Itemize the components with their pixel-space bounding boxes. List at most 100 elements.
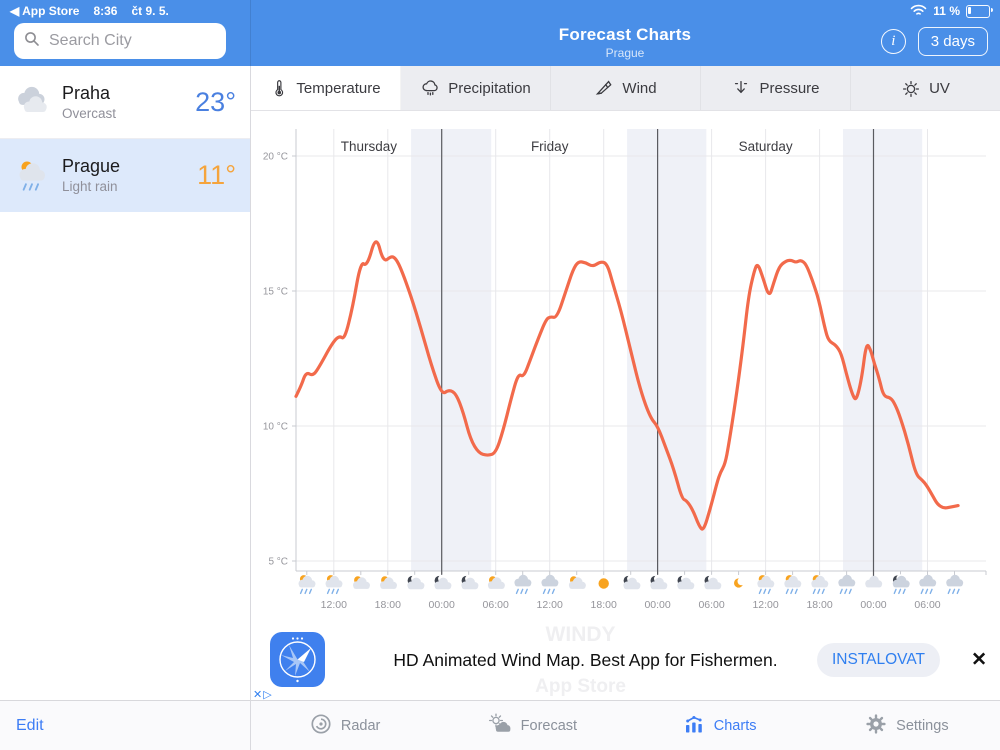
battery-icon [966,4,993,18]
ad-watermark-bottom: App Store [535,676,626,697]
weather-icon-moon-cloud [461,574,479,590]
weather-icon-sun-rain [757,575,775,595]
bottom-toolbar: Edit Radar Forecast Charts Settings [0,700,1000,750]
day-label: Friday [531,139,569,154]
city-list-item-prague[interactable]: Prague Light rain 11° [0,139,250,212]
city-weather-icon [8,83,56,121]
status-bar: ◀ App Store 8:36 čt 9. 5. 11 % [0,0,1000,22]
charts-icon [682,712,706,740]
city-name: Prague [62,156,121,176]
wifi-icon [910,4,927,19]
ad-install-button[interactable]: INSTALOVAT [816,643,940,677]
time-label: 06:00 [914,599,940,611]
weather-icon-moon-cloud [434,574,452,590]
weather-icon-part-sun [568,576,586,589]
nav-settings[interactable]: Settings [813,701,1000,750]
weather-icon-moon-cloud [704,574,722,590]
title-block: Forecast Charts Prague [250,25,1000,60]
y-axis-label: 10 °C [263,422,288,433]
gear-icon [864,712,888,740]
weather-icon-sun [598,578,609,589]
tab-wind[interactable]: Wind [551,66,701,110]
tab-precipitation[interactable]: Precipitation [401,66,551,110]
nav-charts[interactable]: Charts [626,701,813,750]
temperature-chart-svg[interactable]: 20 °C 15 °C 10 °C 5 °C Thursday Friday Saturda… [251,111,1000,620]
day-label: Thursday [341,139,398,154]
night-band [411,129,492,571]
uv-sun-icon [901,78,921,98]
edit-button[interactable]: Edit [16,716,44,734]
y-axis-label: 15 °C [263,287,288,298]
header-divider [250,0,251,66]
weather-icon-part-sun [353,576,370,589]
tab-temperature[interactable]: Temperature [251,66,401,110]
weather-icon-sun-rain [298,575,316,595]
tab-uv[interactable]: UV [851,66,1000,110]
time-label: 06:00 [483,599,509,611]
back-to-app-link[interactable]: ◀ App Store [10,4,80,18]
nav-label: Charts [713,717,757,734]
time-label: 12:00 [537,599,563,611]
time-label: 18:00 [375,599,401,611]
search-city-field[interactable] [47,31,216,51]
time-label: 00:00 [429,599,455,611]
windsock-icon [594,78,614,98]
battery-percent: 11 % [933,4,960,18]
weather-icon-moon-cloud [677,574,695,590]
bottom-nav: Radar Forecast Charts Settings [251,701,1000,750]
day-label: Saturday [739,139,793,154]
nav-label: Radar [340,717,381,734]
weather-icon-moon-cloud [650,574,668,590]
weather-icon-sun-rain [325,575,343,595]
weather-icon-moon-cloud [623,574,641,590]
nav-label: Settings [896,717,949,734]
forecast-chart[interactable]: 20 °C 15 °C 10 °C 5 °C Thursday Friday Saturda… [251,111,1000,620]
ad-close-button[interactable]: ✕ [971,649,987,671]
time-label: 00:00 [860,599,886,611]
nav-radar[interactable]: Radar [251,701,438,750]
search-input[interactable] [14,23,226,59]
tab-pressure[interactable]: Pressure [701,66,851,110]
tab-label: Temperature [296,79,381,97]
weather-icon-sun-rain [784,575,802,595]
weather-icon-part-sun [380,576,397,589]
tab-label: Pressure [759,79,820,97]
weather-icon-rain [946,574,964,595]
app-header: ◀ App Store 8:36 čt 9. 5. 11 % Forecast … [0,0,1000,66]
city-weather-icon [8,156,56,194]
time-label: 12:00 [321,599,347,611]
weather-icon-cloud [865,575,883,588]
main-panel: Temperature Precipitation Wind Pressure … [251,66,1000,701]
ad-text[interactable]: HD Animated Wind Map. Best App for Fishe… [393,649,778,670]
city-temperature: 23° [195,86,236,117]
city-temperature: 11° [197,159,236,190]
weather-icon-moon [734,577,746,588]
y-axis-label: 5 °C [268,557,288,568]
sidebar-divider [250,66,251,750]
tab-label: Wind [622,79,657,97]
adchoices-icon[interactable]: ✕▷ [253,689,273,701]
days-range-button[interactable]: 3 days [917,27,988,56]
page-subtitle: Prague [605,46,645,60]
y-axis-label: 20 °C [263,152,288,163]
city-condition: Overcast [62,106,117,121]
radar-icon [309,712,333,740]
city-condition: Light rain [62,179,118,194]
weather-icon-sun-rain [811,575,829,595]
weather-icon-part-sun [487,576,505,589]
weather-icon-rain [514,574,532,595]
night-band [627,129,707,571]
ad-app-icon[interactable] [269,631,326,688]
info-button[interactable]: i [880,29,906,54]
nav-forecast[interactable]: Forecast [438,701,625,750]
forecast-icon [487,712,513,740]
city-list-item-praha[interactable]: Praha Overcast 23° [0,66,250,139]
time-label: 18:00 [806,599,832,611]
time-label: 12:00 [752,599,778,611]
tab-label: Precipitation [448,79,531,97]
city-sidebar: Praha Overcast 23° Prague Light rain 11° [0,66,250,700]
weather-icon-moon-cloud [407,574,425,590]
ad-watermark-top: WINDY [545,623,616,646]
pressure-arrow-icon [731,78,751,98]
